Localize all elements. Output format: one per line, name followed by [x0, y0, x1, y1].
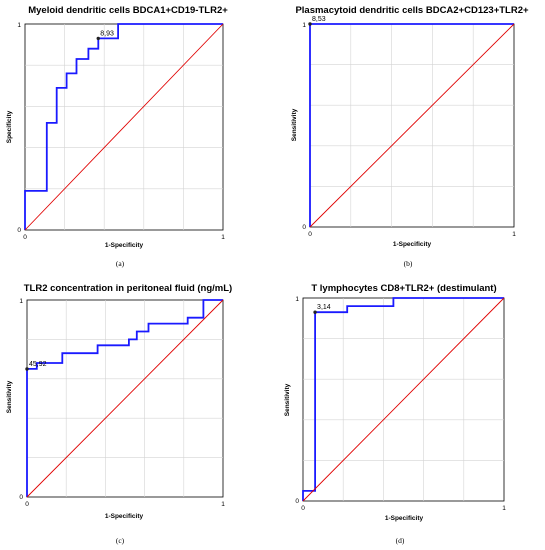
panel-c-caption: (c)	[116, 536, 125, 545]
panel-d-y-tick-label: 1	[295, 296, 299, 303]
panel-a-y-tick-label: 1	[17, 22, 21, 29]
panel-d-y-tick-label: 0	[295, 498, 299, 505]
panel-a: Myeloid dendritic cells BDCA1+CD19-TLR2+…	[6, 5, 228, 268]
panel-a-marks: 0 1 0 1 8,93	[17, 22, 225, 241]
panel-d-caption: (d)	[396, 536, 405, 545]
panel-d: T lymphocytes CD8+TLR2+ (destimulant) 0 1…	[284, 283, 506, 545]
panel-a-caption: (a)	[116, 259, 125, 268]
panel-d-y-axis-label: Sensitivity	[284, 383, 291, 416]
panel-a-cutoff-point	[96, 36, 100, 41]
panel-c-y-axis-label: Sensitivity	[6, 380, 13, 413]
panel-c-cutoff-label: 45,92	[29, 361, 47, 368]
panel-b-cutoff-point	[308, 22, 312, 26]
panel-c: TLR2 concentration in peritoneal fluid (…	[6, 283, 232, 545]
panel-a-cutoff-label: 8,93	[100, 30, 114, 37]
panel-d-roc-curve	[302, 297, 504, 501]
panel-d-cutoff-label: 3,14	[317, 304, 331, 311]
panel-c-marks: 0 1 0 1 45,92	[19, 298, 225, 508]
panel-b-marks: 0 1 0 1 8,53	[302, 16, 516, 238]
panel-d-marks: 0 1 0 1 3,14	[295, 296, 506, 512]
panel-b-y-tick-label: 1	[302, 22, 306, 29]
panel-b-x-tick-label: 1	[512, 231, 516, 238]
panel-b-x-tick-label: 0	[308, 231, 312, 238]
panel-b-reference-line	[309, 23, 515, 228]
panel-d-title: T lymphocytes CD8+TLR2+ (destimulant)	[311, 283, 496, 294]
panel-c-x-tick-label: 0	[25, 501, 29, 508]
panel-c-y-tick-label: 1	[19, 298, 23, 305]
panel-c-title: TLR2 concentration in peritoneal fluid (…	[24, 283, 232, 294]
panel-c-reference-line	[26, 299, 224, 498]
panel-b-y-tick-label: 0	[302, 224, 306, 231]
panel-a-roc-curve	[24, 23, 223, 230]
panel-a-x-tick-label: 1	[221, 234, 225, 241]
panel-a-reference-line	[24, 23, 224, 231]
panel-b-x-axis-label: 1-Specificity	[393, 241, 432, 248]
panel-c-y-tick-label: 0	[19, 494, 23, 501]
panel-a-x-tick-label: 0	[23, 234, 27, 241]
panel-d-reference-line	[302, 297, 505, 502]
panel-c-x-axis-label: 1-Specificity	[105, 513, 144, 520]
panel-c-x-tick-label: 1	[221, 501, 225, 508]
panel-d-x-tick-label: 1	[502, 505, 506, 512]
panel-b-cutoff-label: 8,53	[312, 16, 326, 23]
panel-a-y-axis-label: Specificity	[6, 110, 13, 143]
panel-a-y-tick-label: 0	[17, 227, 21, 234]
panel-d-x-axis-label: 1-Specificity	[385, 515, 424, 522]
panel-b-title: Plasmacytoid dendritic cells BDCA2+CD123…	[295, 5, 529, 16]
panel-c-cutoff-point	[25, 367, 29, 371]
panel-a-x-axis-label: 1-Specificity	[105, 242, 144, 249]
panel-d-cutoff-point	[313, 310, 317, 314]
panel-a-title: Myeloid dendritic cells BDCA1+CD19-TLR2+	[28, 5, 228, 16]
panel-c-roc-curve	[26, 299, 223, 497]
panel-d-x-tick-label: 0	[301, 505, 305, 512]
panel-b-caption: (b)	[404, 259, 413, 268]
panel-b-y-axis-label: Sensitivity	[291, 108, 298, 141]
panel-b: Plasmacytoid dendritic cells BDCA2+CD123…	[291, 5, 529, 268]
